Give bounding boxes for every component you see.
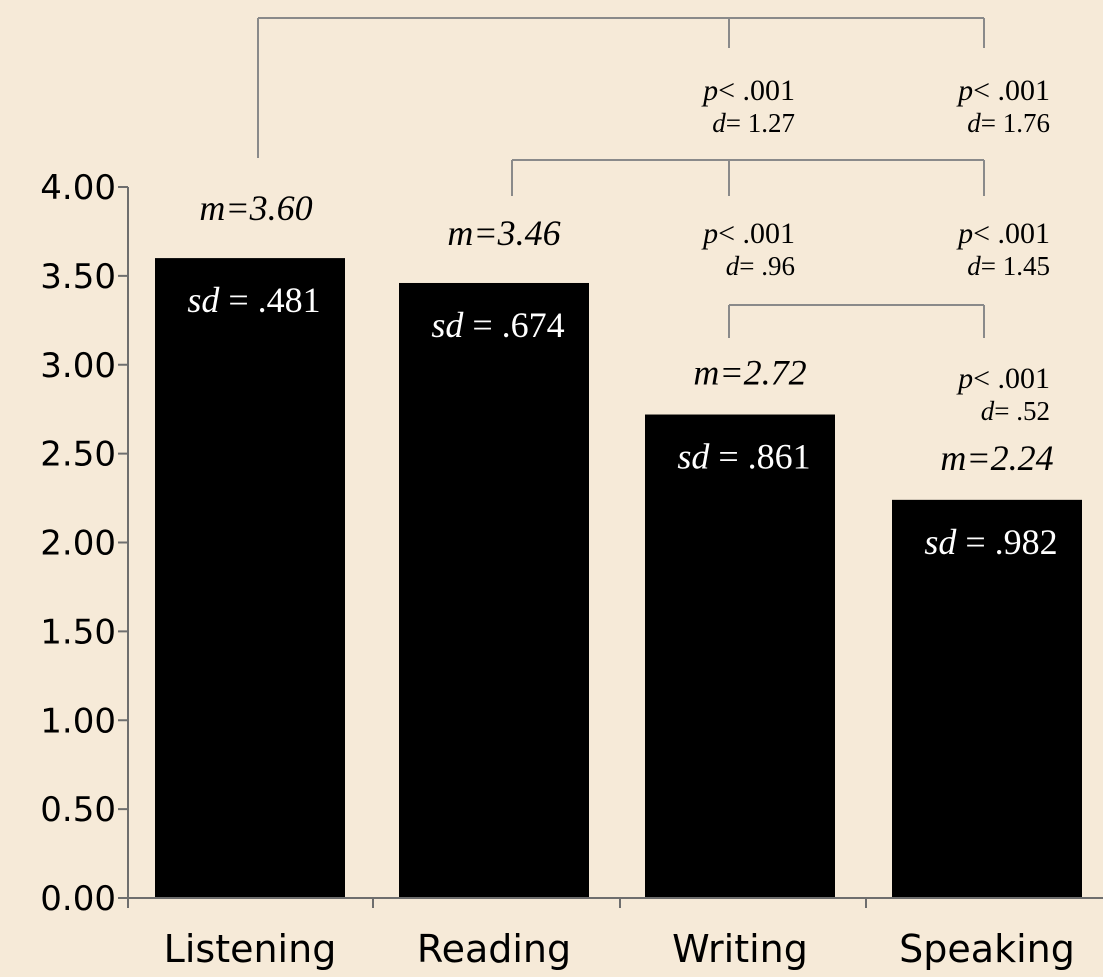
p-value-label: p< .001 (956, 74, 1050, 107)
p-value-label: p< .001 (956, 362, 1050, 395)
y-tick-label: 3.00 (40, 346, 116, 386)
labels: 0.00 0.50 1.00 1.50 2.00 2.50 3.00 3.50 4.00 List… (40, 74, 1075, 971)
bars (155, 258, 1082, 899)
x-tick-label: Listening (164, 927, 337, 971)
y-tick-label: 1.00 (40, 701, 116, 741)
p-value-label: p< .001 (956, 217, 1050, 250)
effect-size-label: d= 1.27 (712, 108, 795, 138)
y-tick-label: 4.00 (40, 168, 116, 208)
effect-size-label: d= 1.76 (967, 108, 1050, 138)
mean-label: m=3.60 (199, 188, 312, 228)
sd-label: sd = .861 (677, 437, 810, 477)
p-value-label: p< .001 (701, 74, 795, 107)
y-tick-label: 0.00 (40, 879, 116, 919)
bar-writing (645, 414, 835, 898)
sd-label: sd = .674 (431, 305, 564, 345)
y-tick-label: 2.00 (40, 524, 116, 564)
bar-listening (155, 258, 345, 899)
effect-size-label: d= 1.45 (967, 251, 1050, 281)
mean-label: m=2.72 (693, 353, 806, 393)
bar-reading (399, 282, 589, 898)
y-tick-label: 0.50 (40, 790, 116, 830)
p-value-label: p< .001 (701, 217, 795, 250)
y-tick-label: 2.50 (40, 435, 116, 475)
effect-size-label: d= .96 (726, 251, 795, 281)
mean-label: m=3.46 (447, 213, 560, 253)
x-tick-label: Speaking (899, 927, 1075, 971)
comparison-brackets (257, 17, 985, 338)
bar-speaking (892, 499, 1082, 898)
sd-label: sd = .982 (924, 522, 1057, 562)
y-tick-label: 3.50 (40, 257, 116, 297)
x-tick-label: Reading (417, 927, 571, 971)
x-tick-label: Writing (672, 927, 808, 971)
mean-label: m=2.24 (940, 438, 1053, 478)
sd-label: sd = .481 (187, 280, 320, 320)
effect-size-label: d= .52 (981, 396, 1050, 426)
y-tick-label: 1.50 (40, 612, 116, 652)
axes (118, 186, 1103, 908)
